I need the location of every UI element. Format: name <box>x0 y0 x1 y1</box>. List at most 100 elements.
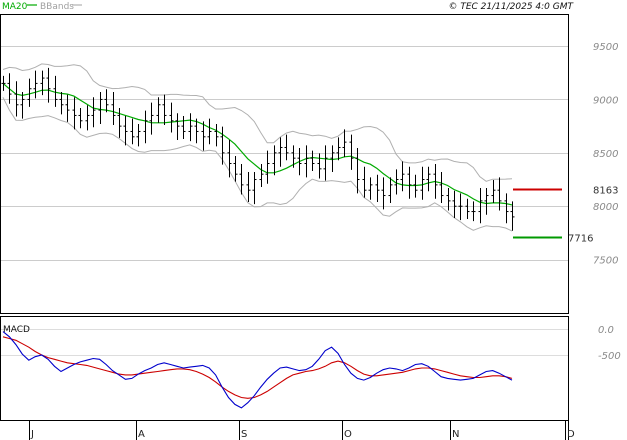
price-bar <box>439 172 444 204</box>
price-bar <box>458 193 463 221</box>
y-tick-label: 7500 <box>593 256 618 267</box>
price-bar <box>27 78 32 107</box>
macd-panel-border <box>0 316 569 421</box>
price-bar <box>330 145 335 173</box>
price-bar <box>272 145 277 176</box>
y-tick-label: 8500 <box>593 149 618 160</box>
price-bar <box>143 110 148 144</box>
price-bar <box>46 67 51 103</box>
macd-signal-line <box>2 336 513 399</box>
macd-line <box>2 331 513 409</box>
price-bar <box>349 134 354 170</box>
price-bar <box>297 148 302 176</box>
price-bar <box>85 105 90 131</box>
price-bar <box>420 166 425 200</box>
price-bar <box>342 129 347 158</box>
y-tick-label: 9500 <box>593 42 618 53</box>
copyright: © TEC 21/11/2025 4:0 GMT <box>448 2 574 12</box>
x-tick-label: A <box>138 429 145 440</box>
macd-title: MACD <box>3 325 30 335</box>
price-bar <box>227 140 232 178</box>
price-bar <box>291 145 296 168</box>
price-bar <box>156 97 161 123</box>
price-bar <box>355 148 360 194</box>
price-bar <box>497 177 502 211</box>
price-bar <box>433 164 438 199</box>
price-bar <box>130 118 135 145</box>
price-bar <box>336 137 341 161</box>
price-bar <box>368 177 373 200</box>
price-bar <box>413 174 418 198</box>
price-bar <box>20 91 25 119</box>
price-bar <box>510 201 515 231</box>
price-bar <box>265 150 270 184</box>
price-bar <box>388 177 393 204</box>
price-bar <box>394 169 399 195</box>
price-bar <box>239 164 244 195</box>
price-bar <box>111 91 116 126</box>
price-bar <box>362 166 367 198</box>
price-bar <box>284 134 289 161</box>
ma20-line <box>2 82 513 206</box>
price-bar <box>175 113 180 141</box>
price-bar <box>259 164 264 187</box>
price-bar <box>123 115 128 146</box>
price-bar <box>1 75 6 91</box>
price-bar <box>452 190 457 218</box>
price-bar <box>162 94 167 126</box>
price-bar <box>104 89 109 113</box>
price-bar <box>91 97 96 128</box>
price-bar <box>233 156 238 182</box>
price-bar <box>246 172 251 202</box>
level-lines: 8163 7716 <box>513 186 618 245</box>
price-bar <box>136 123 141 147</box>
price-bar <box>207 118 212 145</box>
x-tick-label: S <box>241 429 247 440</box>
price-bar <box>98 91 103 124</box>
price-bar <box>7 73 12 104</box>
legend-bbands: BBands <box>40 2 74 12</box>
price-bar <box>169 102 174 133</box>
price-bar <box>188 113 193 142</box>
level-label: 7716 <box>568 234 593 245</box>
price-bar <box>181 115 186 139</box>
price-bar <box>117 107 122 138</box>
bollinger-bands <box>2 63 513 232</box>
price-bar <box>252 172 257 205</box>
price-bar <box>78 107 83 129</box>
price-bar <box>465 198 470 220</box>
price-bar <box>317 153 322 179</box>
x-tick-label: O <box>344 429 352 440</box>
price-bar <box>194 118 199 144</box>
main-panel-border <box>0 14 569 314</box>
y-tick-label: 8000 <box>593 202 618 213</box>
price-bar <box>14 81 19 117</box>
y-axis-labels: 9500 9000 8500 8000 7500 0.0 -500 <box>593 42 621 362</box>
price-bar <box>375 174 380 202</box>
ma20-series <box>2 82 513 206</box>
price-bars <box>1 67 515 231</box>
price-bar <box>53 75 58 107</box>
price-bar <box>33 70 38 99</box>
price-bar <box>478 188 483 224</box>
price-bar <box>278 137 283 167</box>
price-bar <box>304 145 309 178</box>
price-bar <box>310 150 315 171</box>
x-tick-label: D <box>567 429 575 440</box>
legend-ma20: MA20 <box>2 2 28 12</box>
price-bar <box>59 91 64 115</box>
bband-upper <box>2 63 513 182</box>
price-bar <box>220 126 225 165</box>
x-tick-label: J <box>30 429 34 440</box>
price-bar <box>72 97 77 130</box>
price-bar <box>323 145 328 181</box>
macd-y-tick-label: -500 <box>598 351 621 362</box>
level-label: 8163 <box>593 186 618 197</box>
price-bar <box>446 188 451 211</box>
price-bar <box>149 102 154 135</box>
price-bar <box>40 70 45 96</box>
price-bar <box>381 177 386 210</box>
macd-y-tick-label: 0.0 <box>598 325 614 336</box>
